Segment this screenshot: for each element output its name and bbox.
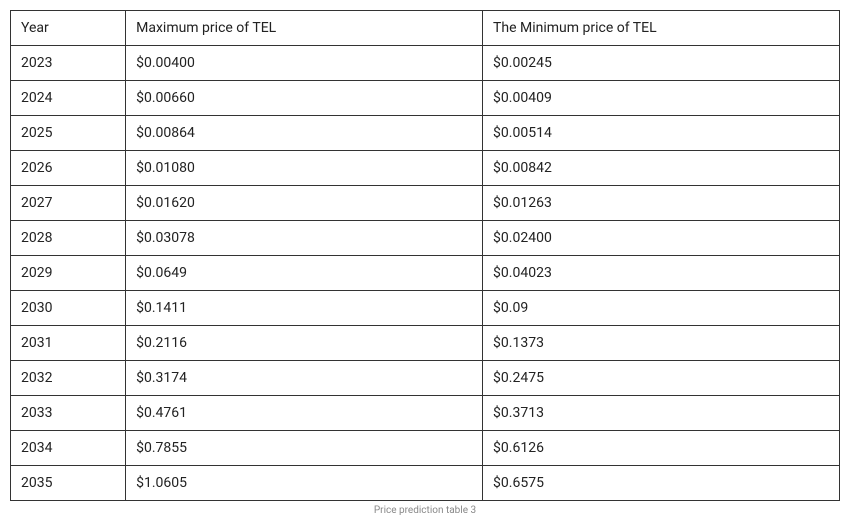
cell-year: 2028 <box>11 221 126 256</box>
cell-min: $0.00842 <box>483 151 840 186</box>
table-row: 2035 $1.0605 $0.6575 <box>11 466 840 501</box>
cell-max: $0.7855 <box>126 431 483 466</box>
cell-max: $0.4761 <box>126 396 483 431</box>
cell-max: $0.03078 <box>126 221 483 256</box>
cell-year: 2033 <box>11 396 126 431</box>
cell-min: $0.04023 <box>483 256 840 291</box>
cell-max: $0.00400 <box>126 46 483 81</box>
column-header-year: Year <box>11 11 126 46</box>
cell-max: $1.0605 <box>126 466 483 501</box>
table-row: 2024 $0.00660 $0.00409 <box>11 81 840 116</box>
cell-year: 2026 <box>11 151 126 186</box>
cell-year: 2025 <box>11 116 126 151</box>
table-row: 2026 $0.01080 $0.00842 <box>11 151 840 186</box>
table-row: 2028 $0.03078 $0.02400 <box>11 221 840 256</box>
table-row: 2032 $0.3174 $0.2475 <box>11 361 840 396</box>
cell-year: 2034 <box>11 431 126 466</box>
table-row: 2030 $0.1411 $0.09 <box>11 291 840 326</box>
cell-year: 2031 <box>11 326 126 361</box>
column-header-max: Maximum price of TEL <box>126 11 483 46</box>
cell-min: $0.02400 <box>483 221 840 256</box>
cell-min: $0.00409 <box>483 81 840 116</box>
cell-max: $0.3174 <box>126 361 483 396</box>
table-row: 2025 $0.00864 $0.00514 <box>11 116 840 151</box>
table-caption: Price prediction table 3 <box>10 505 840 516</box>
price-prediction-table: Year Maximum price of TEL The Minimum pr… <box>10 10 840 501</box>
cell-min: $0.1373 <box>483 326 840 361</box>
cell-max: $0.00864 <box>126 116 483 151</box>
cell-max: $0.01620 <box>126 186 483 221</box>
table-row: 2027 $0.01620 $0.01263 <box>11 186 840 221</box>
cell-max: $0.0649 <box>126 256 483 291</box>
cell-min: $0.00514 <box>483 116 840 151</box>
cell-year: 2032 <box>11 361 126 396</box>
cell-min: $0.6126 <box>483 431 840 466</box>
table-row: 2031 $0.2116 $0.1373 <box>11 326 840 361</box>
table-row: 2034 $0.7855 $0.6126 <box>11 431 840 466</box>
cell-min: $0.01263 <box>483 186 840 221</box>
table-row: 2023 $0.00400 $0.00245 <box>11 46 840 81</box>
cell-year: 2024 <box>11 81 126 116</box>
cell-year: 2035 <box>11 466 126 501</box>
cell-min: $0.09 <box>483 291 840 326</box>
table-row: 2029 $0.0649 $0.04023 <box>11 256 840 291</box>
cell-year: 2029 <box>11 256 126 291</box>
cell-max: $0.2116 <box>126 326 483 361</box>
cell-year: 2027 <box>11 186 126 221</box>
cell-min: $0.6575 <box>483 466 840 501</box>
cell-year: 2023 <box>11 46 126 81</box>
cell-max: $0.00660 <box>126 81 483 116</box>
table-row: 2033 $0.4761 $0.3713 <box>11 396 840 431</box>
cell-max: $0.1411 <box>126 291 483 326</box>
cell-min: $0.00245 <box>483 46 840 81</box>
column-header-min: The Minimum price of TEL <box>483 11 840 46</box>
cell-min: $0.2475 <box>483 361 840 396</box>
table-header-row: Year Maximum price of TEL The Minimum pr… <box>11 11 840 46</box>
cell-year: 2030 <box>11 291 126 326</box>
cell-min: $0.3713 <box>483 396 840 431</box>
cell-max: $0.01080 <box>126 151 483 186</box>
